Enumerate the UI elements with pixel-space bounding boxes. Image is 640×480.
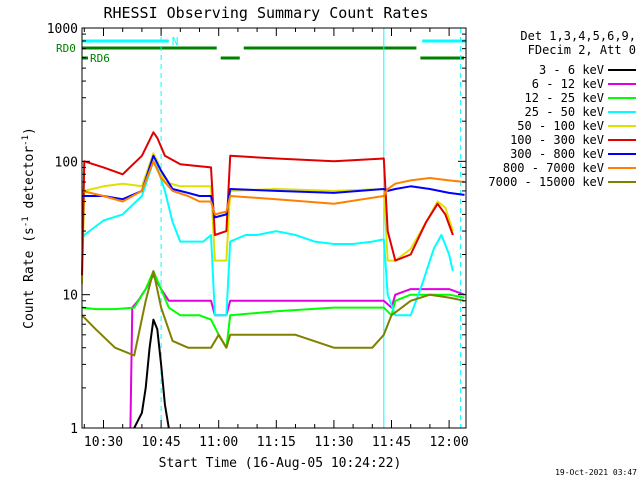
rd6-flag-label: RD6 <box>90 52 110 65</box>
y-tick-label: 1000 <box>47 22 78 37</box>
event-lines <box>81 28 462 428</box>
legend-entry-label: 800 - 7000 keV <box>503 161 604 175</box>
y-tick-label: 100 <box>55 155 78 170</box>
series-line <box>81 131 454 276</box>
x-tick-label: 11:45 <box>372 435 411 450</box>
x-tick-label: 12:00 <box>430 435 469 450</box>
x-tick-label: 10:45 <box>142 435 181 450</box>
series-line <box>133 318 170 429</box>
x-axis-label: Start Time (16-Aug-05 10:24:22) <box>159 456 402 471</box>
timestamp: 19-Oct-2021 03:47 <box>555 468 637 477</box>
y-tick-label: 10 <box>62 289 78 304</box>
legend-entry-label: 50 - 100 keV <box>517 119 604 133</box>
n-flag-label: N <box>172 35 179 48</box>
series-line <box>81 160 465 216</box>
series-lines <box>81 131 465 429</box>
y-axis: 1 10 100 1000 <box>47 22 466 437</box>
x-tick-label: 10:30 <box>84 435 123 450</box>
series-line <box>81 160 454 317</box>
plot-frame <box>81 27 467 429</box>
legend-entry-label: 300 - 800 keV <box>510 147 604 161</box>
x-tick-label: 11:00 <box>199 435 238 450</box>
series-line <box>81 152 454 285</box>
legend-entry-label: 100 - 300 keV <box>510 133 604 147</box>
chart-title: RHESSI Observing Summary Count Rates <box>103 4 428 22</box>
x-axis: 10:30 10:45 11:00 11:15 11:30 11:45 12:00 <box>83 28 469 450</box>
legend-entry-label: 7000 - 15000 keV <box>488 175 604 189</box>
x-tick-label: 11:30 <box>314 435 353 450</box>
legend-entry-label: 3 - 6 keV <box>539 63 604 77</box>
legend-header-line-2: FDecim 2, Att 0 <box>528 43 636 57</box>
legend-header-line-1: Det 1,3,4,5,6,9, <box>520 29 636 43</box>
series-line <box>81 270 465 357</box>
y-axis-label: Count Rate (s-1 detector-1) <box>21 127 37 329</box>
y-tick-label: 1 <box>70 422 78 437</box>
flag-bars: N RD0 RD6 <box>56 35 466 65</box>
series-line <box>81 270 465 349</box>
x-tick-label: 11:15 <box>257 435 296 450</box>
legend-entry-label: 12 - 25 keV <box>525 91 604 105</box>
legend-entry-label: 6 - 12 keV <box>532 77 604 91</box>
legend-entry-label: 25 - 50 keV <box>525 105 604 119</box>
rd0-flag-label: RD0 <box>56 42 76 55</box>
series-line <box>129 274 465 429</box>
